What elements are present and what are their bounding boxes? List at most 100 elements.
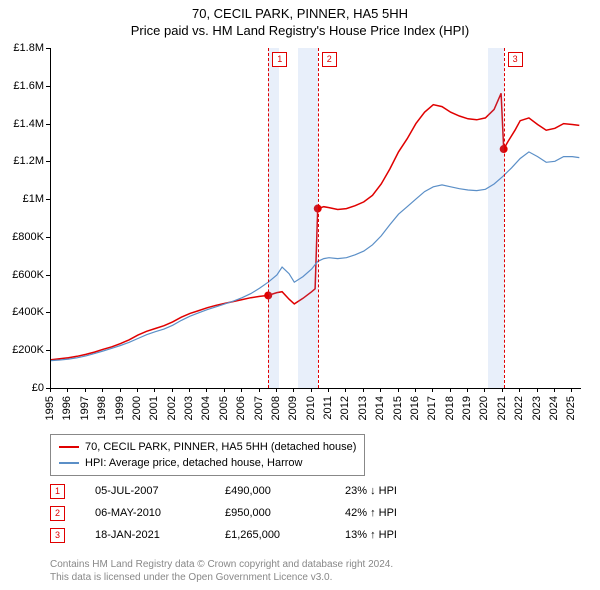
x-tick-label: 1997 — [79, 396, 91, 420]
x-tick-label: 2021 — [496, 396, 508, 420]
x-tick-label: 2014 — [374, 396, 386, 420]
y-tick-label: £0 — [32, 382, 44, 394]
x-tick-label: 1995 — [44, 396, 56, 420]
x-tick-label: 2015 — [392, 396, 404, 420]
plot-area: 123 — [50, 48, 581, 389]
y-tick-mark — [46, 199, 50, 200]
sale-vline — [504, 48, 505, 388]
sale-date: 18-JAN-2021 — [95, 529, 195, 541]
x-tick-label: 1998 — [96, 396, 108, 420]
y-tick-mark — [46, 48, 50, 49]
sale-price: £1,265,000 — [225, 529, 315, 541]
x-tick-mark — [293, 388, 294, 392]
sale-row: 206-MAY-2010£950,00042% ↑ HPI — [50, 502, 435, 524]
x-tick-mark — [380, 388, 381, 392]
x-tick-label: 2006 — [235, 396, 247, 420]
x-tick-mark — [102, 388, 103, 392]
y-tick-mark — [46, 124, 50, 125]
sale-price: £490,000 — [225, 485, 315, 497]
sale-date: 05-JUL-2007 — [95, 485, 195, 497]
y-tick-label: £1.8M — [13, 42, 44, 54]
sale-number-box: 3 — [50, 528, 65, 543]
y-tick-mark — [46, 86, 50, 87]
x-tick-mark — [345, 388, 346, 392]
x-tick-mark — [224, 388, 225, 392]
x-tick-label: 2000 — [131, 396, 143, 420]
x-tick-label: 2002 — [166, 396, 178, 420]
y-tick-mark — [46, 388, 50, 389]
sale-row: 318-JAN-2021£1,265,00013% ↑ HPI — [50, 524, 435, 546]
legend-label: 70, CECIL PARK, PINNER, HA5 5HH (detache… — [85, 439, 356, 455]
x-tick-mark — [484, 388, 485, 392]
x-tick-mark — [67, 388, 68, 392]
sale-vline — [268, 48, 269, 388]
highlight-band — [268, 48, 278, 388]
x-tick-label: 2010 — [305, 396, 317, 420]
y-tick-mark — [46, 350, 50, 351]
x-tick-label: 2013 — [357, 396, 369, 420]
x-tick-label: 2020 — [478, 396, 490, 420]
x-tick-label: 2018 — [444, 396, 456, 420]
x-tick-mark — [415, 388, 416, 392]
y-tick-label: £1.2M — [13, 155, 44, 167]
footer: Contains HM Land Registry data © Crown c… — [50, 558, 393, 584]
x-tick-label: 1999 — [114, 396, 126, 420]
chart-container: 70, CECIL PARK, PINNER, HA5 5HH Price pa… — [0, 0, 600, 590]
x-tick-mark — [206, 388, 207, 392]
x-tick-mark — [467, 388, 468, 392]
x-tick-mark — [571, 388, 572, 392]
x-tick-label: 2017 — [426, 396, 438, 420]
x-tick-mark — [328, 388, 329, 392]
y-tick-mark — [46, 312, 50, 313]
x-tick-label: 2019 — [461, 396, 473, 420]
x-tick-mark — [537, 388, 538, 392]
sale-marker-box: 3 — [508, 52, 523, 67]
x-tick-label: 2003 — [183, 396, 195, 420]
x-tick-label: 2016 — [409, 396, 421, 420]
x-tick-mark — [120, 388, 121, 392]
legend-swatch — [59, 462, 79, 464]
x-tick-mark — [363, 388, 364, 392]
x-tick-mark — [137, 388, 138, 392]
sale-marker-box: 2 — [322, 52, 337, 67]
sale-row: 1 05-JUL-2007 £490,000 23% ↓ HPI — [50, 480, 435, 502]
x-tick-mark — [172, 388, 173, 392]
legend: 70, CECIL PARK, PINNER, HA5 5HH (detache… — [50, 434, 365, 476]
title-block: 70, CECIL PARK, PINNER, HA5 5HH Price pa… — [0, 0, 600, 38]
y-tick-label: £600K — [12, 269, 44, 281]
x-tick-mark — [50, 388, 51, 392]
highlight-band — [298, 48, 318, 388]
y-tick-mark — [46, 237, 50, 238]
title-subtitle: Price paid vs. HM Land Registry's House … — [0, 23, 600, 38]
sales-table: 1 05-JUL-2007 £490,000 23% ↓ HPI 206-MAY-201… — [50, 480, 435, 546]
x-tick-label: 2005 — [218, 396, 230, 420]
x-tick-mark — [85, 388, 86, 392]
highlight-band — [488, 48, 504, 388]
y-axis-labels: £0£200K£400K£600K£800K£1M£1.2M£1.4M£1.6M… — [0, 48, 48, 388]
y-tick-label: £1M — [23, 193, 44, 205]
x-tick-label: 2009 — [287, 396, 299, 420]
x-axis-labels: 1995199619971998199920002001200220032004… — [50, 388, 580, 438]
sale-number-box: 1 — [50, 484, 65, 499]
legend-row: HPI: Average price, detached house, Harr… — [59, 455, 356, 471]
x-tick-mark — [519, 388, 520, 392]
x-tick-label: 1996 — [61, 396, 73, 420]
y-tick-label: £1.6M — [13, 80, 44, 92]
x-tick-mark — [189, 388, 190, 392]
title-address: 70, CECIL PARK, PINNER, HA5 5HH — [0, 6, 600, 21]
y-tick-mark — [46, 161, 50, 162]
x-tick-label: 2023 — [531, 396, 543, 420]
x-tick-mark — [154, 388, 155, 392]
legend-label: HPI: Average price, detached house, Harr… — [85, 455, 302, 471]
x-tick-label: 2024 — [548, 396, 560, 420]
sale-vline — [318, 48, 319, 388]
x-tick-mark — [502, 388, 503, 392]
x-tick-mark — [450, 388, 451, 392]
x-tick-label: 2001 — [148, 396, 160, 420]
x-tick-label: 2025 — [565, 396, 577, 420]
x-tick-label: 2004 — [200, 396, 212, 420]
x-tick-mark — [432, 388, 433, 392]
footer-line2: This data is licensed under the Open Gov… — [50, 571, 393, 584]
y-tick-label: £800K — [12, 231, 44, 243]
sale-hpi-delta: 23% ↓ HPI — [345, 485, 435, 497]
